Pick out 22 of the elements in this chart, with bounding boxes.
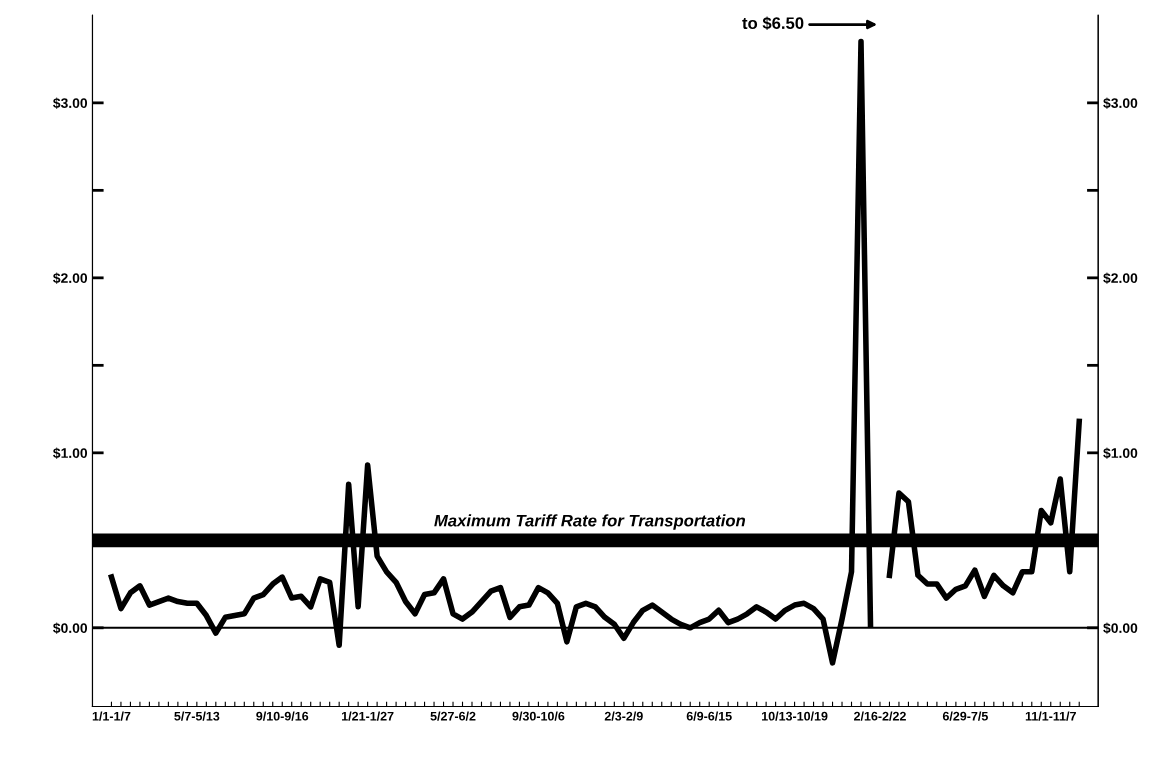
x-tick-label: 11/1-11/7 bbox=[1025, 711, 1076, 721]
x-tick-label: 10/13-10/19 bbox=[762, 711, 828, 721]
y-tick-label: $0.00 bbox=[53, 622, 88, 634]
ref-line-label: Maximum Tariff Rate for Transportation bbox=[434, 514, 746, 530]
y2-tick-label: $1.00 bbox=[1103, 447, 1138, 459]
x-tick-label: 6/29-7/5 bbox=[942, 711, 988, 721]
x-tick-label: 2/3-2/9 bbox=[604, 711, 643, 721]
y-tick-label: $1.00 bbox=[53, 447, 88, 459]
x-tick-label: 1/1-1/7 bbox=[92, 711, 131, 721]
x-tick-label: 1/21-1/27 bbox=[342, 711, 394, 721]
y2-tick-label: $0.00 bbox=[1103, 622, 1138, 634]
x-tick-label: 9/10-9/16 bbox=[256, 711, 309, 721]
x-tick-label: 6/9-6/15 bbox=[686, 711, 732, 721]
y-tick-label: $2.00 bbox=[53, 272, 88, 284]
y2-tick-label: $2.00 bbox=[1103, 272, 1138, 284]
annotation: to $6.50 bbox=[742, 16, 804, 31]
y-tick-label: $3.00 bbox=[53, 97, 88, 109]
x-tick-label: 9/30-10/6 bbox=[512, 711, 565, 721]
x-tick-label: 5/27-6/2 bbox=[430, 711, 476, 721]
x-tick-label: 5/7-5/13 bbox=[174, 711, 220, 721]
x-tick-label: 2/16-2/22 bbox=[854, 711, 906, 721]
y2-tick-label: $3.00 bbox=[1103, 97, 1138, 109]
